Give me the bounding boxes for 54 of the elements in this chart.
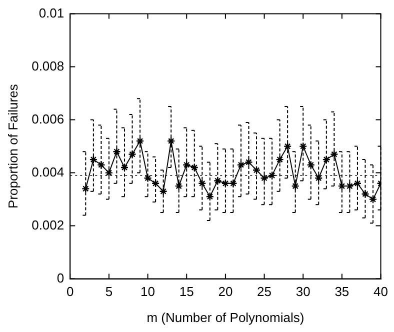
point [206, 192, 214, 201]
point [144, 174, 152, 182]
point [252, 166, 261, 174]
point [97, 160, 106, 169]
point [151, 179, 160, 188]
point [214, 176, 222, 185]
point [182, 160, 191, 169]
point [244, 158, 253, 166]
point [190, 163, 198, 172]
point [353, 179, 362, 188]
x-tick-label: 25 [257, 284, 272, 300]
point [322, 155, 331, 164]
point [221, 179, 230, 188]
x-axis-title: m (Number of Polynomials) [146, 310, 304, 325]
point [330, 150, 338, 158]
point [283, 142, 292, 150]
point [361, 190, 370, 198]
point [89, 155, 98, 164]
x-tick-label: 5 [105, 284, 113, 300]
x-tick-label: 10 [140, 284, 156, 300]
y-tick-label: 0 [56, 270, 64, 286]
point [338, 182, 346, 190]
point [299, 142, 308, 150]
x-tick-label: 35 [334, 284, 350, 300]
point [128, 150, 136, 158]
point [229, 179, 238, 188]
y-tick-label: 0.002 [32, 217, 64, 232]
point [306, 160, 315, 169]
y-axis-title: Proportion of Failures [5, 84, 20, 208]
y-tick-label: 0.01 [38, 5, 64, 20]
point [174, 182, 183, 190]
point [291, 182, 300, 190]
y-tick-label: 0.004 [32, 164, 64, 180]
point [236, 160, 246, 169]
x-tick-label: 0 [66, 284, 74, 300]
point [260, 174, 268, 182]
x-tick-label: 20 [218, 284, 233, 300]
x-tick-label: 30 [296, 284, 310, 300]
point [268, 171, 276, 180]
x-tick-label: 40 [374, 284, 388, 300]
point [104, 168, 114, 177]
point [82, 184, 90, 193]
point [112, 148, 121, 156]
point [368, 195, 378, 204]
point [159, 187, 168, 196]
point [136, 136, 144, 146]
point [276, 155, 284, 164]
point [314, 174, 323, 182]
y-tick-label: 0.006 [32, 111, 64, 126]
point [198, 179, 206, 188]
x-tick-label: 15 [179, 284, 194, 300]
point [346, 182, 354, 190]
point [120, 163, 129, 172]
y-tick-label: 0.008 [32, 58, 64, 74]
